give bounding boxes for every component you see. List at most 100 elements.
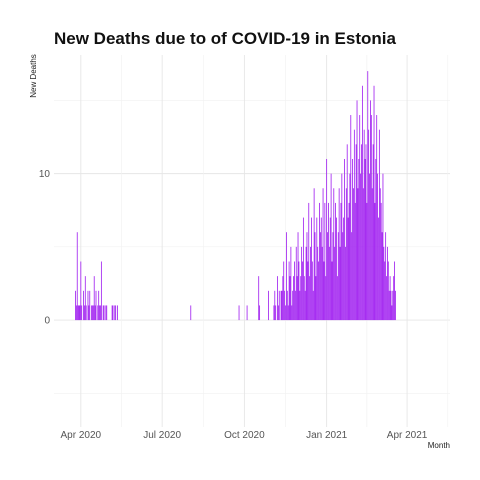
bar: [341, 173, 343, 321]
bar: [80, 261, 82, 321]
bar: [89, 290, 91, 321]
bar: [387, 261, 389, 321]
bar: [309, 276, 311, 321]
bar: [319, 232, 321, 321]
bar: [374, 202, 376, 321]
bar: [378, 129, 380, 321]
bar: [365, 144, 367, 321]
bar: [367, 71, 369, 321]
bar: [331, 261, 333, 321]
bar: [321, 246, 323, 321]
bar: [336, 217, 337, 321]
bar: [308, 202, 310, 321]
bar: [328, 246, 330, 321]
bar: [319, 202, 320, 321]
x-tick-label: Apr 2021: [387, 430, 428, 441]
bar: [386, 276, 387, 321]
bar: [106, 305, 108, 321]
bar: [99, 305, 100, 321]
bar: [344, 158, 345, 321]
bar: [343, 217, 345, 321]
bar: [297, 232, 299, 321]
bar: [373, 85, 375, 321]
bar: [353, 129, 355, 321]
bar: [381, 232, 383, 321]
bar: [389, 276, 391, 321]
bar: [339, 246, 341, 321]
bar: [293, 276, 294, 321]
bar: [348, 202, 350, 321]
bar: [370, 115, 372, 321]
bar: [372, 144, 374, 321]
bar: [282, 276, 284, 321]
bar: [325, 276, 327, 321]
bar: [91, 305, 92, 321]
bar: [305, 246, 307, 321]
bar: [289, 276, 291, 321]
bar: [95, 290, 97, 321]
bar: [283, 261, 285, 321]
bar: [383, 246, 385, 321]
bar: [115, 305, 117, 321]
bar: [379, 188, 381, 321]
bar: [359, 115, 361, 321]
bar: [76, 232, 78, 321]
bar: [360, 173, 362, 321]
bar: [311, 217, 312, 321]
bar: [380, 202, 382, 321]
bar: [334, 246, 336, 321]
bar: [287, 305, 289, 321]
bar: [312, 290, 314, 321]
chart-title: New Deaths due to of COVID-19 in Estonia: [54, 29, 396, 48]
bar: [77, 305, 79, 321]
bar: [361, 85, 363, 321]
bar: [291, 305, 293, 321]
bar: [384, 261, 386, 321]
bar: [324, 202, 326, 321]
bar: [277, 305, 279, 321]
bar: [296, 276, 298, 321]
bar: [84, 276, 86, 321]
bar: [351, 232, 353, 321]
bar: [246, 305, 248, 321]
bar: [92, 305, 93, 321]
bar: [301, 246, 303, 321]
bar: [258, 276, 260, 321]
bar: [94, 305, 96, 321]
bar: [286, 232, 287, 321]
bar: [318, 261, 319, 321]
bar: [286, 290, 288, 321]
bar: [98, 290, 100, 321]
x-tick-label: Apr 2020: [61, 430, 102, 441]
bar: [315, 276, 317, 321]
bar: [307, 261, 309, 321]
bar: [369, 173, 370, 321]
bar: [382, 173, 384, 321]
bar: [350, 115, 352, 321]
bar: [93, 276, 95, 321]
bar: [347, 217, 349, 321]
bar: [97, 305, 99, 321]
bar: [332, 232, 334, 321]
bar: [103, 305, 105, 321]
bar: [304, 290, 306, 321]
bar: [313, 188, 315, 321]
bar: [356, 100, 358, 321]
bar: [378, 217, 379, 321]
bar: [326, 158, 328, 321]
bar: [395, 290, 396, 321]
bar: [345, 188, 347, 321]
bar: [299, 290, 301, 321]
bar: [352, 158, 353, 321]
x-tick-label: Oct 2020: [224, 430, 265, 441]
bar: [302, 217, 304, 321]
bar: [392, 290, 394, 321]
x-tick-label: Jul 2020: [143, 430, 181, 441]
bar: [280, 290, 282, 321]
bar: [81, 305, 83, 321]
bar: [335, 202, 336, 321]
bar-series: [75, 71, 396, 321]
bar: [79, 305, 81, 321]
bar: [75, 290, 76, 321]
